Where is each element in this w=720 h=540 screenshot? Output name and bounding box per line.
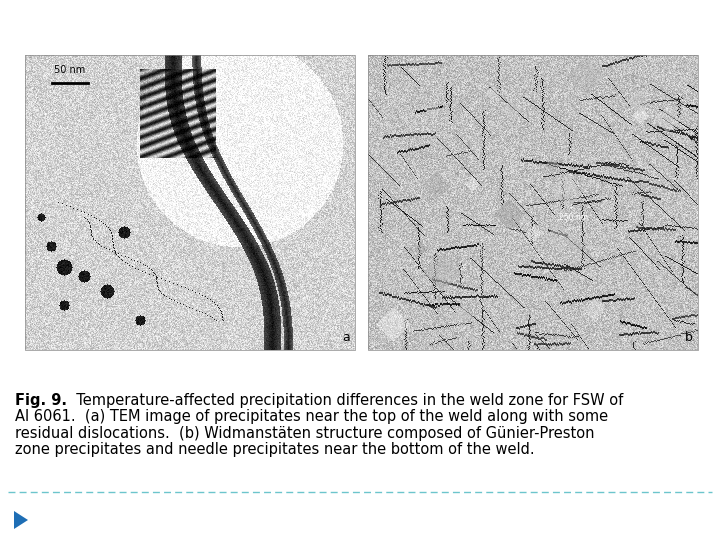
Text: Fig. 9.: Fig. 9. bbox=[15, 393, 67, 408]
Text: a: a bbox=[342, 331, 350, 344]
Text: Temperature-affected precipitation differences in the weld zone for FSW of: Temperature-affected precipitation diffe… bbox=[67, 393, 624, 408]
Text: b: b bbox=[685, 331, 693, 344]
Bar bbox=[25, 55, 355, 350]
Polygon shape bbox=[14, 511, 28, 529]
Text: 50 nm: 50 nm bbox=[55, 65, 86, 75]
Text: 250 nm: 250 nm bbox=[559, 213, 588, 222]
Bar bbox=[368, 55, 698, 350]
Text: Al 6061.  (a) TEM image of precipitates near the top of the weld along with some: Al 6061. (a) TEM image of precipitates n… bbox=[15, 409, 608, 424]
Text: zone precipitates and needle precipitates near the bottom of the weld.: zone precipitates and needle precipitate… bbox=[15, 442, 535, 457]
Text: residual dislocations.  (b) Widmanstäten structure composed of Günier-Preston: residual dislocations. (b) Widmanstäten … bbox=[15, 426, 595, 441]
